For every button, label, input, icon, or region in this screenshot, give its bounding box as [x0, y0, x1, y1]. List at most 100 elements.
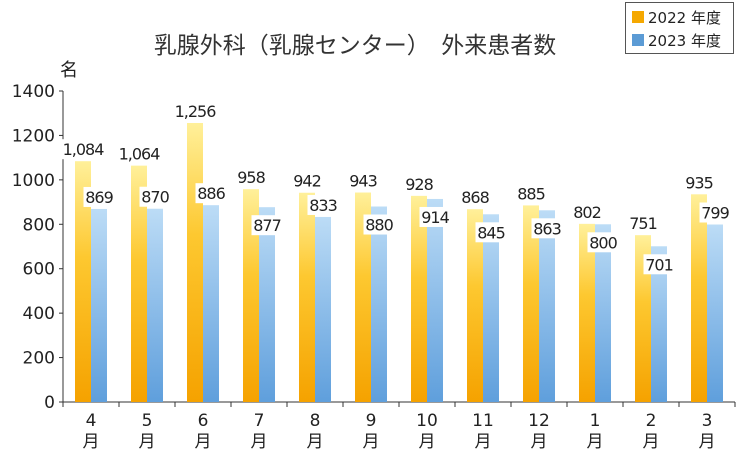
x-tick-label-unit: 月 — [195, 432, 212, 452]
x-tick-label-unit: 月 — [531, 432, 548, 452]
data-label-2023: 800 — [589, 233, 617, 252]
bar-2022 — [131, 165, 147, 402]
x-tick-label-unit: 月 — [587, 432, 604, 452]
data-label-2022: 928 — [405, 175, 433, 194]
data-label-bg-2023 — [531, 218, 563, 239]
data-label-2023: 880 — [365, 216, 393, 235]
data-label-bg-2022 — [235, 167, 267, 188]
x-tick-label: 11 — [472, 411, 494, 431]
legend-swatch-2022 — [632, 11, 644, 23]
bar-2023 — [651, 246, 667, 402]
y-tick-label: 200 — [23, 349, 55, 369]
data-label-2023: 799 — [701, 204, 729, 223]
bar-2022 — [523, 205, 539, 402]
data-label-bg-2022 — [58, 139, 108, 160]
bar-2022 — [635, 235, 651, 402]
bar-2023 — [595, 224, 611, 402]
bar-2022 — [75, 161, 91, 402]
data-label-2022: 885 — [517, 184, 545, 203]
data-label-bg-2023 — [363, 214, 395, 235]
x-tick-label: 2 — [646, 411, 657, 431]
x-tick-label-unit: 月 — [139, 432, 156, 452]
y-axis-unit-label: 名 — [60, 60, 78, 81]
data-label-2022: 958 — [237, 168, 265, 187]
data-label-bg-2023 — [307, 194, 339, 215]
data-label-2022: 942 — [293, 172, 321, 191]
data-label-bg-2023 — [251, 215, 283, 236]
legend-label-2023: 2023 年度 — [648, 31, 721, 50]
data-label-2023: 869 — [85, 188, 113, 207]
bar-2022 — [299, 192, 315, 402]
bar-2022 — [243, 189, 259, 402]
y-tick-label: 1400 — [12, 82, 55, 102]
data-label-bg-2023 — [195, 183, 227, 204]
x-tick-label-unit: 月 — [307, 432, 324, 452]
data-label-2022: 1,084 — [63, 140, 105, 159]
data-label-2022: 935 — [685, 173, 713, 192]
x-tick-label: 4 — [86, 411, 97, 431]
bar-2023 — [427, 198, 443, 402]
data-label-2023: 845 — [477, 223, 505, 242]
bar-2023 — [371, 206, 387, 402]
x-tick-label: 12 — [528, 411, 550, 431]
x-tick-label-unit: 月 — [475, 432, 492, 452]
data-label-2023: 886 — [197, 184, 225, 203]
x-tick-label-unit: 月 — [419, 432, 436, 452]
data-label-bg-2022 — [459, 187, 491, 208]
legend-item-2023: 2023 年度 — [632, 30, 721, 50]
x-tick-label: 7 — [254, 411, 265, 431]
data-label-bg-2022 — [403, 173, 435, 194]
x-tick-label-unit: 月 — [83, 432, 100, 452]
data-label-bg-2022 — [291, 170, 323, 191]
data-label-bg-2023 — [643, 254, 675, 275]
bar-2023 — [259, 207, 275, 402]
data-label-bg-2023 — [139, 186, 171, 207]
data-label-bg-2022 — [571, 201, 603, 222]
data-label-2022: 1,064 — [119, 145, 161, 164]
data-label-bg-2022 — [515, 183, 547, 204]
x-tick-label: 5 — [142, 411, 153, 431]
data-label-2023: 833 — [309, 196, 337, 215]
bar-2023 — [707, 224, 723, 402]
data-label-bg-2023 — [83, 186, 115, 207]
legend-item-2022: 2022 年度 — [632, 7, 721, 27]
chart-title: 乳腺外科（乳腺センター） 外来患者数 — [153, 33, 557, 59]
x-tick-label: 9 — [366, 411, 377, 431]
data-label-2023: 863 — [533, 219, 561, 238]
bar-2023 — [315, 216, 331, 402]
data-label-bg-2023 — [475, 222, 507, 243]
x-tick-label: 1 — [590, 411, 601, 431]
data-label-2022: 943 — [349, 172, 377, 191]
bar-2022 — [187, 122, 203, 402]
x-tick-label-unit: 月 — [363, 432, 380, 452]
legend: 2022 年度 2023 年度 — [625, 2, 734, 54]
x-tick-label-unit: 月 — [643, 432, 660, 452]
bar-2022 — [411, 195, 427, 402]
bar-2023 — [203, 205, 219, 402]
bar-2022 — [355, 192, 371, 402]
x-tick-label-unit: 月 — [699, 432, 716, 452]
bar-2022 — [467, 209, 483, 402]
data-label-bg-2023 — [419, 206, 451, 227]
y-tick-label: 600 — [23, 260, 55, 280]
x-tick-label: 10 — [416, 411, 438, 431]
data-label-bg-2023 — [587, 232, 619, 253]
x-tick-label: 3 — [702, 411, 713, 431]
data-label-2023: 914 — [421, 208, 449, 227]
data-label-2022: 751 — [629, 214, 657, 233]
data-label-bg-2022 — [683, 172, 715, 193]
y-tick-label: 1200 — [12, 126, 55, 146]
data-label-2022: 802 — [573, 203, 601, 222]
data-label-2022: 1,256 — [175, 102, 217, 121]
x-tick-label: 8 — [310, 411, 321, 431]
data-label-bg-2022 — [114, 143, 164, 164]
bar-2023 — [147, 208, 163, 402]
bar-2023 — [483, 214, 499, 402]
data-label-2023: 701 — [645, 255, 673, 274]
x-tick-label-unit: 月 — [251, 432, 268, 452]
data-label-2022: 868 — [461, 188, 489, 207]
data-label-bg-2022 — [170, 100, 220, 121]
legend-label-2022: 2022 年度 — [648, 8, 721, 27]
